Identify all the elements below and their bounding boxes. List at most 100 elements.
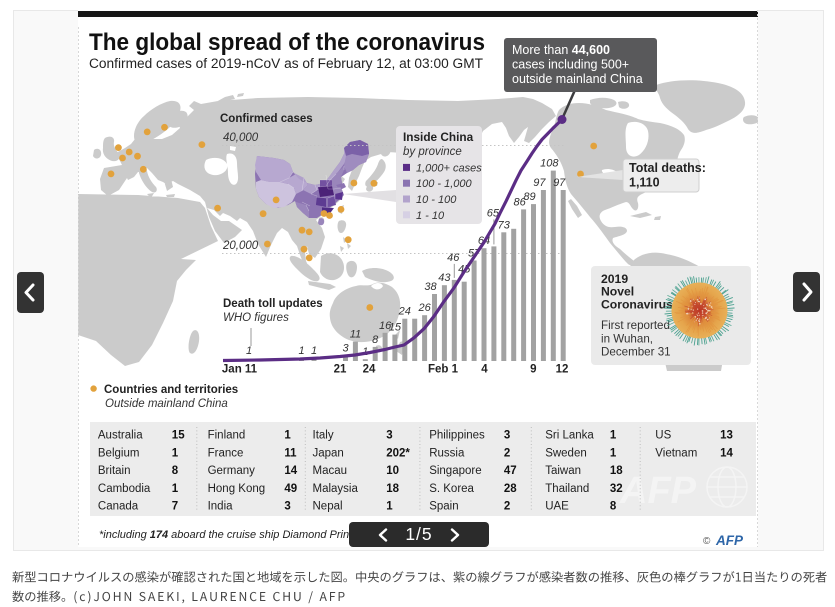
svg-text:Canada: Canada (98, 501, 139, 513)
svg-text:3: 3 (284, 501, 290, 513)
svg-text:1: 1 (284, 430, 291, 442)
svg-text:S. Korea: S. Korea (429, 483, 474, 495)
svg-text:Sweden: Sweden (545, 447, 587, 459)
svg-text:14: 14 (284, 465, 297, 477)
svg-text:40,000: 40,000 (223, 132, 259, 144)
svg-text:38: 38 (424, 281, 437, 293)
svg-text:Germany: Germany (208, 465, 256, 477)
svg-text:in Wuhan,: in Wuhan, (601, 333, 653, 346)
svg-text:Confirmed cases of 2019-nCoV a: Confirmed cases of 2019-nCoV as of Febru… (89, 56, 483, 71)
svg-text:Death toll updates: Death toll updates (223, 298, 323, 310)
svg-text:©: © (703, 536, 711, 547)
svg-text:Australia: Australia (98, 430, 143, 442)
svg-text:UAE: UAE (545, 501, 569, 513)
svg-text:8: 8 (372, 334, 379, 346)
svg-text:December 31: December 31 (601, 346, 671, 359)
svg-text:Italy: Italy (313, 430, 334, 442)
svg-text:2: 2 (504, 501, 510, 513)
svg-text:1: 1 (610, 430, 617, 442)
svg-text:Belgium: Belgium (98, 447, 140, 459)
svg-text:1: 1 (610, 447, 617, 459)
svg-text:Philippines: Philippines (429, 430, 485, 442)
svg-text:18: 18 (610, 465, 623, 477)
svg-text:The global spread of the coron: The global spread of the coronavirus (89, 29, 485, 56)
svg-text:10: 10 (386, 465, 399, 477)
svg-text:16: 16 (379, 320, 392, 332)
svg-text:Spain: Spain (429, 501, 458, 513)
svg-text:Cambodia: Cambodia (98, 483, 151, 495)
svg-text:24: 24 (363, 364, 376, 376)
svg-text:4: 4 (481, 364, 488, 376)
svg-text:18: 18 (386, 483, 399, 495)
svg-text:Singapore: Singapore (429, 465, 481, 477)
svg-text:8: 8 (172, 465, 179, 477)
svg-text:France: France (208, 447, 244, 459)
svg-text:Inside China: Inside China (403, 130, 474, 144)
svg-text:Jan 11: Jan 11 (222, 364, 258, 376)
svg-text:Coronavirus: Coronavirus (601, 298, 673, 312)
svg-text:Thailand: Thailand (545, 483, 589, 495)
svg-text:11: 11 (350, 329, 361, 341)
svg-text:2: 2 (504, 447, 510, 459)
svg-text:46: 46 (447, 252, 460, 264)
svg-text:24: 24 (398, 306, 411, 318)
svg-text:9: 9 (530, 364, 536, 376)
svg-text:89: 89 (523, 191, 535, 203)
svg-text:15: 15 (389, 322, 402, 334)
svg-text:3: 3 (386, 430, 392, 442)
svg-text:3: 3 (342, 343, 349, 355)
svg-text:cases including 500+: cases including 500+ (512, 58, 629, 72)
svg-text:1,000+ cases: 1,000+ cases (416, 162, 482, 174)
svg-text:108: 108 (540, 158, 559, 170)
svg-text:12: 12 (556, 364, 569, 376)
svg-text:Countries and territories: Countries and territories (104, 384, 238, 396)
svg-text:13: 13 (720, 430, 733, 442)
svg-text:1: 1 (386, 501, 393, 513)
svg-text:73: 73 (498, 219, 511, 231)
svg-text:15: 15 (172, 430, 185, 442)
svg-text:43: 43 (438, 272, 451, 284)
svg-text:10 - 100: 10 - 100 (416, 194, 457, 206)
svg-text:1: 1 (311, 345, 317, 357)
svg-text:20,000: 20,000 (222, 240, 259, 252)
svg-text:49: 49 (284, 483, 297, 495)
svg-text:26: 26 (417, 302, 431, 314)
svg-text:21: 21 (334, 364, 347, 376)
svg-text:2019: 2019 (601, 272, 628, 286)
svg-text:86: 86 (513, 196, 526, 208)
svg-text:Taiwan: Taiwan (545, 465, 581, 477)
svg-text:Novel: Novel (601, 285, 634, 299)
svg-text:32: 32 (610, 483, 623, 495)
svg-text:Japan: Japan (313, 447, 344, 459)
svg-text:Sri Lanka: Sri Lanka (545, 430, 594, 442)
svg-text:65: 65 (487, 207, 500, 219)
svg-text:Confirmed cases: Confirmed cases (220, 113, 313, 125)
svg-text:US: US (655, 430, 671, 442)
svg-text:47: 47 (504, 465, 517, 477)
svg-text:14: 14 (720, 447, 733, 459)
svg-text:Feb 1: Feb 1 (428, 364, 459, 376)
svg-text:100 - 1,000: 100 - 1,000 (416, 178, 473, 190)
svg-text:AFP: AFP (715, 533, 744, 547)
svg-text:Hong Kong: Hong Kong (208, 483, 266, 495)
svg-text:Vietnam: Vietnam (655, 447, 697, 459)
svg-text:Macau: Macau (313, 465, 348, 477)
svg-text:97: 97 (533, 177, 546, 189)
svg-text:11: 11 (284, 447, 297, 459)
svg-text:outside mainland China: outside mainland China (512, 72, 643, 86)
svg-text:28: 28 (504, 483, 517, 495)
svg-text:8: 8 (610, 501, 617, 513)
svg-text:*including 174 aboard the crui: *including 174 aboard the cruise ship Di… (99, 529, 372, 541)
svg-text:Britain: Britain (98, 465, 131, 477)
svg-text:First reported: First reported (601, 319, 670, 332)
svg-text:Finland: Finland (208, 430, 246, 442)
svg-text:1: 1 (172, 483, 179, 495)
svg-text:3: 3 (504, 430, 510, 442)
svg-text:202*: 202* (386, 447, 410, 459)
svg-text:1,110: 1,110 (629, 176, 660, 190)
svg-text:Total deaths:: Total deaths: (629, 161, 706, 175)
svg-text:More than 44,600: More than 44,600 (512, 43, 610, 57)
svg-text:by province: by province (403, 146, 462, 158)
svg-text:Outside mainland China: Outside mainland China (105, 398, 228, 410)
svg-text:97: 97 (553, 177, 566, 189)
